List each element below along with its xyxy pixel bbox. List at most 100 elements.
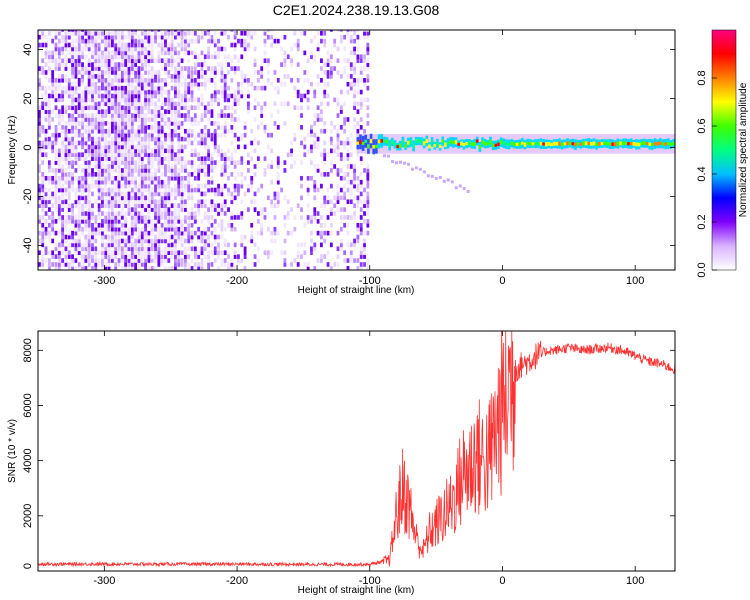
heatmap-cell — [323, 38, 327, 44]
heatmap-cell — [117, 262, 121, 267]
heatmap-cell — [160, 226, 164, 232]
heatmap-cell — [130, 234, 134, 240]
heatmap-cell — [160, 183, 164, 189]
heatmap-cell — [84, 183, 88, 189]
heatmap-cell — [203, 136, 207, 142]
heatmap-cell — [197, 230, 201, 236]
heatmap-cell — [140, 121, 144, 126]
heatmap-cell — [71, 258, 74, 263]
heatmap-cell — [353, 50, 356, 56]
heatmap-cell — [160, 42, 164, 48]
heatmap-cell — [187, 109, 191, 114]
heatmap-cell — [263, 30, 267, 32]
heatmap-cell — [74, 46, 78, 52]
heatmap-cell — [97, 34, 101, 40]
heatmap-cell — [77, 62, 81, 67]
heatmap-cell — [164, 222, 167, 228]
heatmap-cell — [220, 172, 224, 177]
heatmap-cell — [300, 30, 303, 36]
heatmap-cell — [54, 30, 58, 32]
heatmap-cell — [104, 175, 108, 181]
heatmap-cell — [127, 93, 131, 99]
signal-cell-core — [656, 142, 660, 146]
heatmap-cell — [207, 226, 211, 232]
heatmap-cell — [203, 144, 207, 150]
heatmap-cell — [154, 85, 157, 91]
heatmap-cell — [187, 160, 191, 165]
signal-cell-core — [467, 141, 471, 146]
heatmap-cell — [243, 74, 247, 79]
heatmap-cell — [197, 238, 201, 244]
heatmap-cell — [120, 74, 124, 79]
heatmap-cell — [310, 148, 313, 154]
heatmap-cell — [57, 54, 61, 60]
heatmap-cell — [154, 179, 157, 185]
heatmap-cell — [124, 183, 128, 189]
heatmap-cell — [44, 117, 48, 122]
heatmap-cell — [97, 211, 101, 216]
signal-cell-core — [611, 142, 614, 146]
heatmap-cell — [207, 30, 211, 32]
heatmap-cell — [193, 66, 197, 71]
heatmap-cell — [326, 215, 330, 220]
heatmap-cell — [120, 136, 124, 142]
heatmap-cell — [177, 54, 181, 60]
heatmap-cell — [190, 93, 194, 99]
heatmap-cell — [160, 179, 164, 185]
heatmap-cell — [174, 168, 177, 173]
heatmap-cell — [71, 262, 74, 267]
heatmap-cell — [167, 144, 171, 150]
signal-cell-core — [526, 141, 529, 145]
heatmap-cell — [77, 175, 81, 181]
heatmap-cell — [343, 183, 347, 189]
heatmap-cell — [177, 172, 181, 177]
heatmap-cell — [147, 164, 151, 169]
heatmap-cell — [81, 117, 84, 122]
heatmap-cell — [104, 132, 108, 138]
heatmap-cell — [81, 105, 84, 111]
heatmap-cell — [217, 89, 220, 95]
heatmap-cell — [167, 46, 171, 52]
heatmap-cell — [101, 191, 104, 197]
heatmap-cell — [187, 117, 191, 122]
heatmap-cell — [339, 38, 343, 44]
heatmap-cell — [320, 38, 323, 44]
heatmap-cell — [81, 30, 84, 36]
signal-cell-core — [515, 142, 519, 147]
heatmap-cell — [51, 262, 55, 267]
heatmap-cell — [144, 128, 147, 134]
heatmap-cell — [253, 117, 257, 122]
heatmap-cell — [120, 54, 124, 60]
heatmap-cell — [97, 148, 101, 154]
heatmap-cell — [130, 172, 134, 177]
heatmap-cell — [140, 187, 144, 193]
signal-cell-core — [521, 141, 524, 145]
heatmap-cell — [74, 238, 78, 244]
heatmap-cell — [164, 183, 167, 189]
heatmap-cell — [134, 113, 138, 118]
heatmap-cell — [217, 187, 220, 193]
heatmap-cell — [97, 93, 101, 99]
heatmap-cell — [51, 211, 55, 216]
heatmap-cell — [253, 30, 257, 36]
heatmap-cell — [270, 179, 274, 185]
heatmap-cell — [114, 70, 118, 75]
heatmap-cell — [130, 132, 134, 138]
signal-cell-core — [481, 140, 484, 145]
heatmap-cell — [110, 34, 114, 40]
heatmap-cell — [313, 144, 317, 150]
heatmap-cell — [64, 89, 68, 95]
heatmap-cell — [137, 50, 141, 56]
heatmap-cell — [170, 42, 174, 48]
heatmap-cell — [140, 128, 144, 134]
heatmap-cell — [243, 132, 247, 138]
heatmap-cell — [94, 125, 98, 130]
heatmap-cell — [200, 183, 204, 189]
heatmap-cell — [220, 70, 224, 75]
heatmap-cell — [77, 183, 81, 189]
heatmap-cell — [164, 234, 167, 240]
heatmap-cell — [200, 66, 204, 71]
heatmap-cell — [174, 34, 177, 40]
heatmap-cell — [253, 242, 257, 248]
heatmap-cell — [349, 242, 353, 248]
